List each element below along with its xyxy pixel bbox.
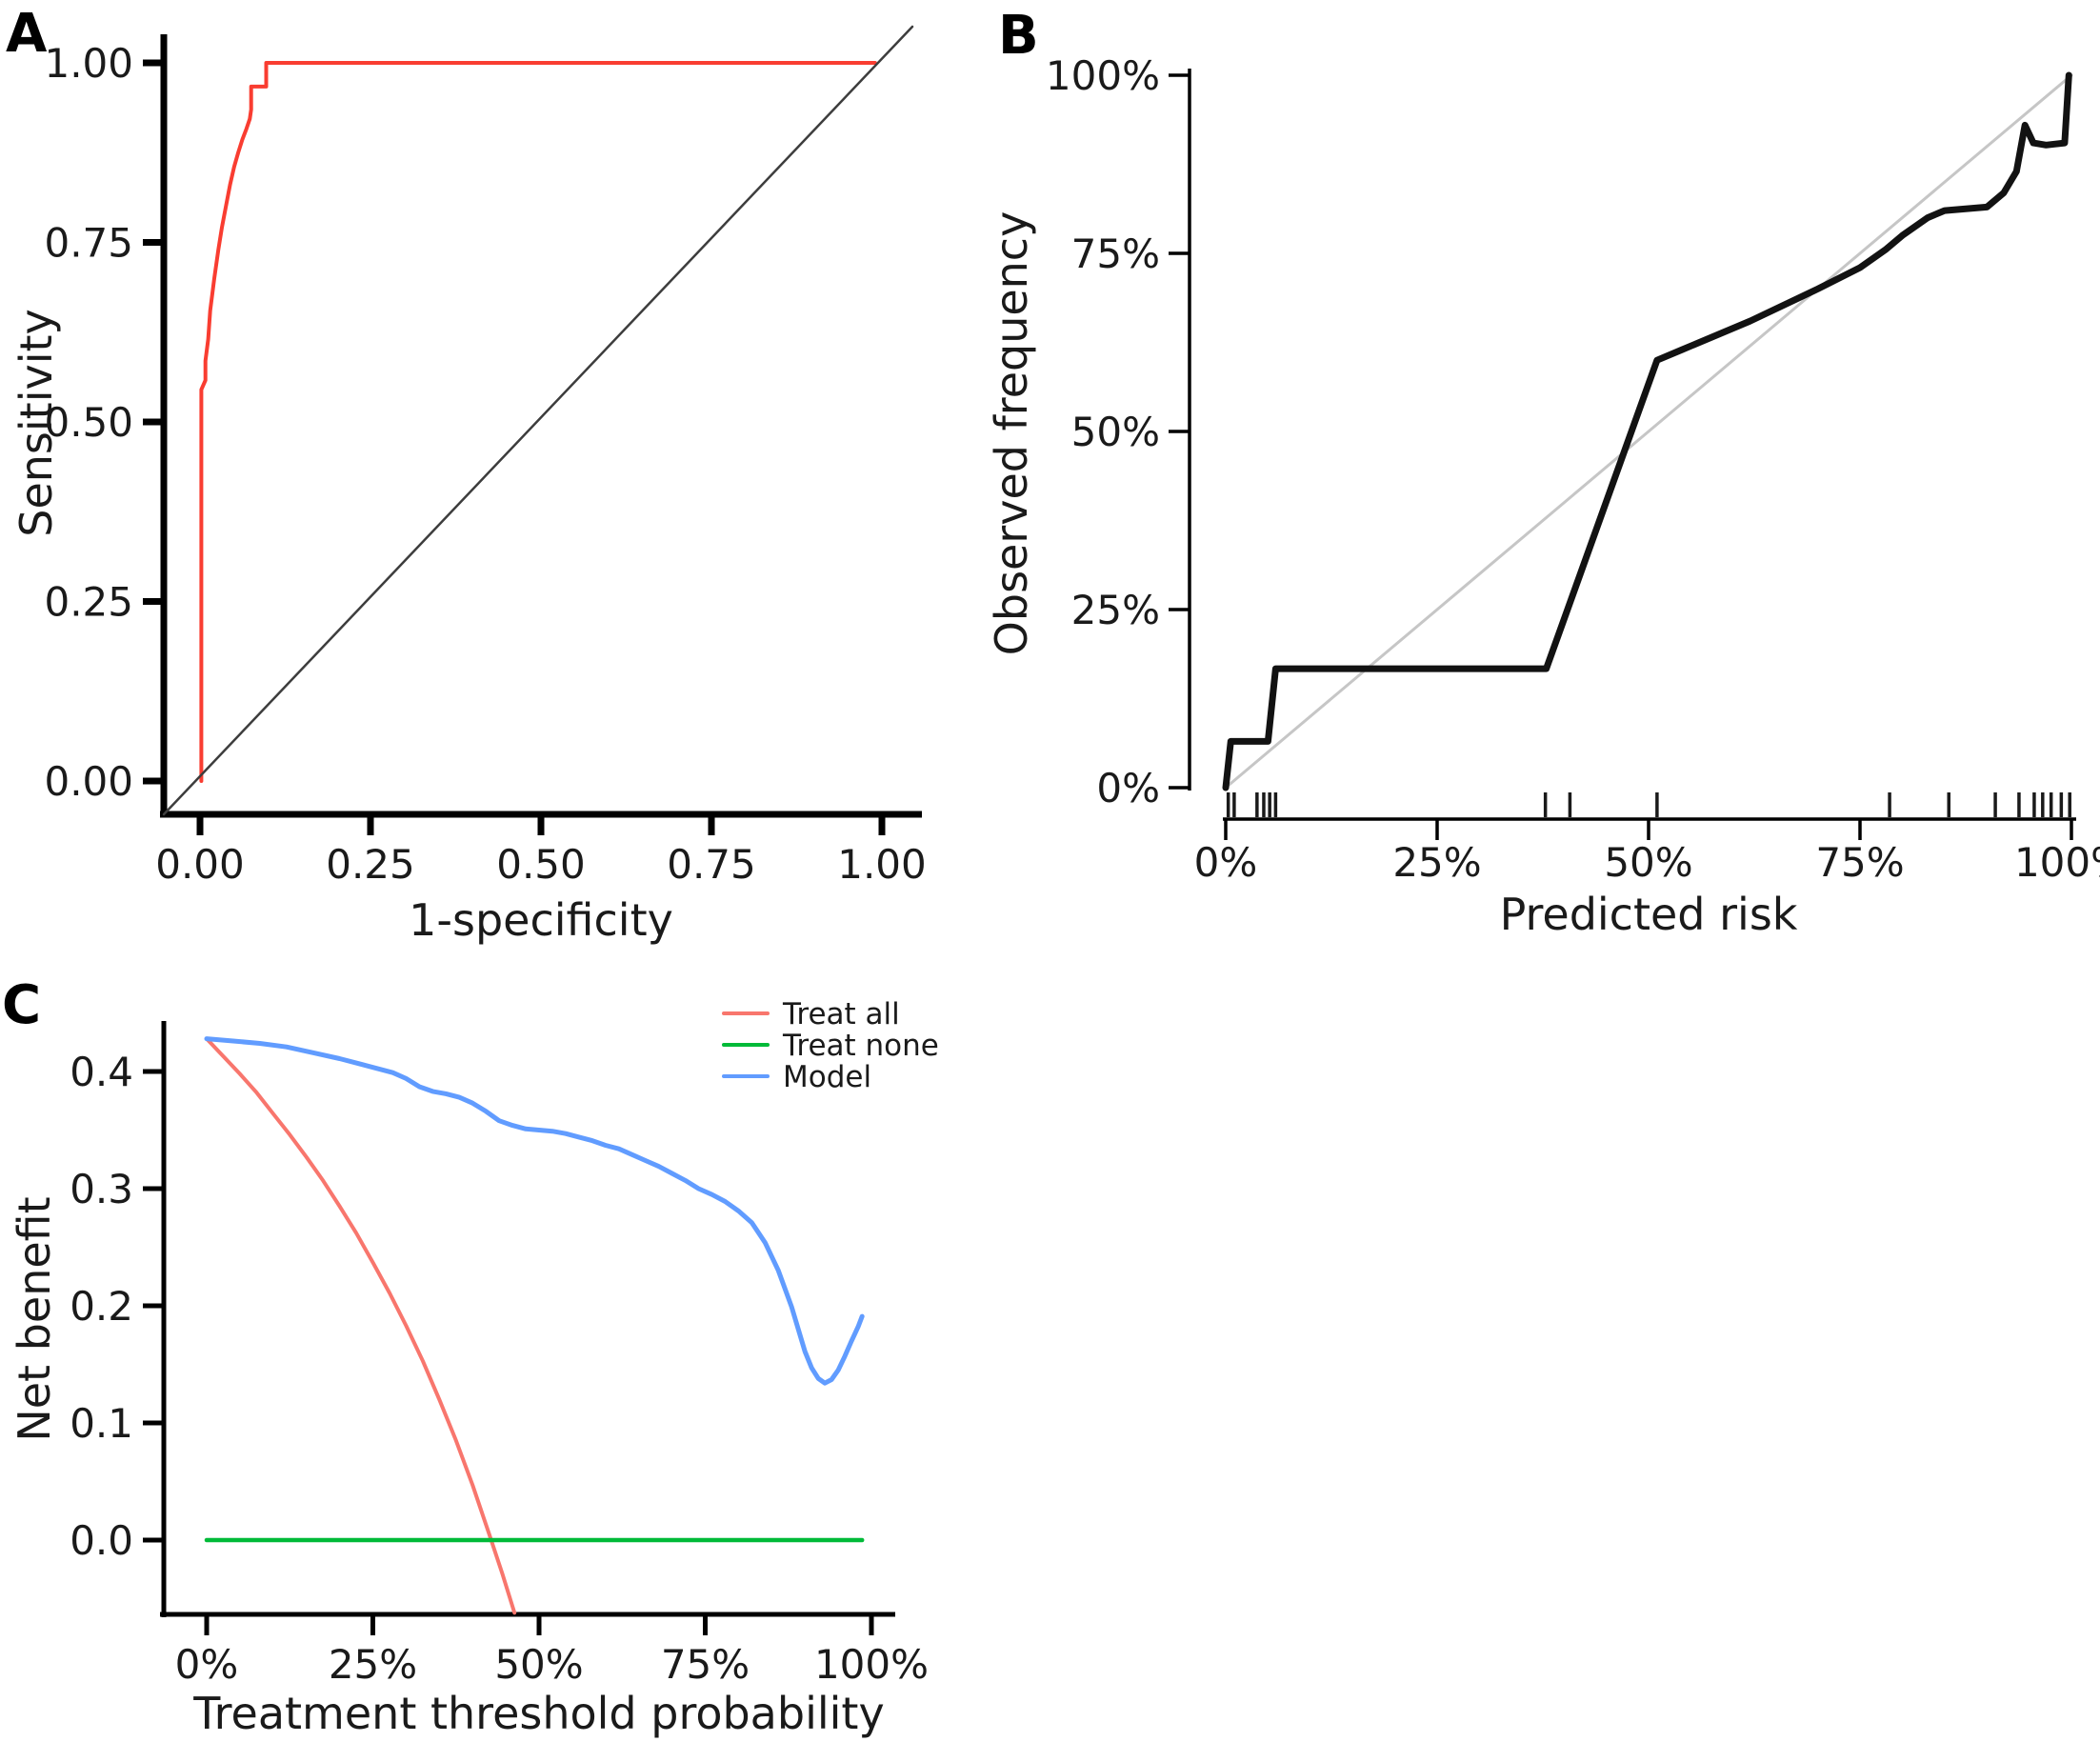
x-tick-label: 75% bbox=[1815, 839, 1904, 886]
panel-b-svg: 0% 25% 50% 75% 100% 0% 25% 50% 75% 100% Predicted … bbox=[986, 52, 2100, 940]
y-tick-label: 0.00 bbox=[44, 758, 133, 805]
y-tick-label: 0.50 bbox=[44, 399, 133, 446]
y-axis-title: Sensitivity bbox=[10, 309, 62, 536]
x-tick-label: 0.75 bbox=[667, 841, 756, 888]
y-tick-label: 0.1 bbox=[70, 1400, 133, 1447]
x-tick-label: 100% bbox=[814, 1641, 929, 1688]
x-tick-label: 25% bbox=[329, 1641, 417, 1688]
x-axis-title: 1-specificity bbox=[409, 894, 673, 946]
x-tick-label: 0.50 bbox=[496, 841, 586, 888]
y-tick-label: 0.75 bbox=[44, 220, 133, 267]
x-axis-title: Predicted risk bbox=[1500, 889, 1798, 940]
x-tick-label: 0.00 bbox=[155, 841, 245, 888]
x-tick-label: 75% bbox=[661, 1641, 750, 1688]
x-tick-label: 1.00 bbox=[837, 841, 927, 888]
y-tick-label: 0.4 bbox=[70, 1049, 133, 1095]
panel-a-label: A bbox=[6, 3, 48, 65]
x-tick-label: 25% bbox=[1392, 839, 1481, 886]
panel-b-calibration-chart: 0% 25% 50% 75% 100% 0% 25% 50% 75% 100% Predicted … bbox=[981, 0, 2100, 962]
panel-a-svg: 0.00 0.25 0.50 0.75 1.00 0.00 0.25 0.50 0.75 1.00… bbox=[10, 25, 927, 946]
y-tick-label: 0.3 bbox=[70, 1166, 133, 1212]
legend-label-treat-none: Treat none bbox=[782, 1029, 939, 1063]
x-axis-title: Treatment threshold probability bbox=[192, 1688, 884, 1739]
roc-curve-line bbox=[199, 61, 877, 783]
panel-c-label: C bbox=[2, 974, 42, 1036]
ideal-diagonal-line bbox=[1224, 73, 2073, 790]
y-tick-label: 25% bbox=[1071, 587, 1160, 633]
panel-c-svg: 0% 25% 50% 75% 100% 0.0 0.1 0.2 0.3 0.4 Treatment … bbox=[9, 997, 939, 1739]
y-tick-label: 100% bbox=[1046, 52, 1160, 99]
x-tick-label: 0% bbox=[1194, 839, 1258, 886]
y-tick-label: 0.2 bbox=[70, 1283, 133, 1330]
x-tick-label: 50% bbox=[494, 1641, 583, 1688]
y-tick-label: 1.00 bbox=[44, 40, 133, 87]
y-axis-title: Net benefit bbox=[9, 1196, 60, 1441]
chance-diagonal-line bbox=[162, 25, 914, 816]
panel-b-label: B bbox=[998, 5, 1039, 67]
y-tick-label: 0.25 bbox=[44, 579, 133, 626]
model-line bbox=[204, 1036, 865, 1386]
legend-label-treat-all: Treat all bbox=[782, 997, 900, 1031]
x-tick-label: 0.25 bbox=[326, 841, 415, 888]
treat-all-line bbox=[205, 1036, 517, 1615]
y-tick-label: 50% bbox=[1071, 409, 1160, 455]
x-tick-label: 0% bbox=[175, 1641, 239, 1688]
y-tick-label: 75% bbox=[1071, 230, 1160, 277]
x-tick-label: 50% bbox=[1604, 839, 1692, 886]
calibration-curve-line bbox=[1222, 71, 2072, 791]
legend-label-model: Model bbox=[783, 1060, 871, 1094]
y-tick-label: 0% bbox=[1096, 765, 1160, 811]
y-tick-label: 0.0 bbox=[70, 1517, 133, 1564]
panel-c-decision-curve-chart: 0% 25% 50% 75% 100% 0.0 0.1 0.2 0.3 0.4 Treatment … bbox=[0, 971, 962, 1742]
x-tick-label: 100% bbox=[2014, 839, 2100, 886]
panel-a-roc-chart: 0.00 0.25 0.50 0.75 1.00 0.00 0.25 0.50 0.75 1.00… bbox=[0, 0, 962, 962]
y-axis-title: Observed frequency bbox=[986, 211, 1037, 656]
